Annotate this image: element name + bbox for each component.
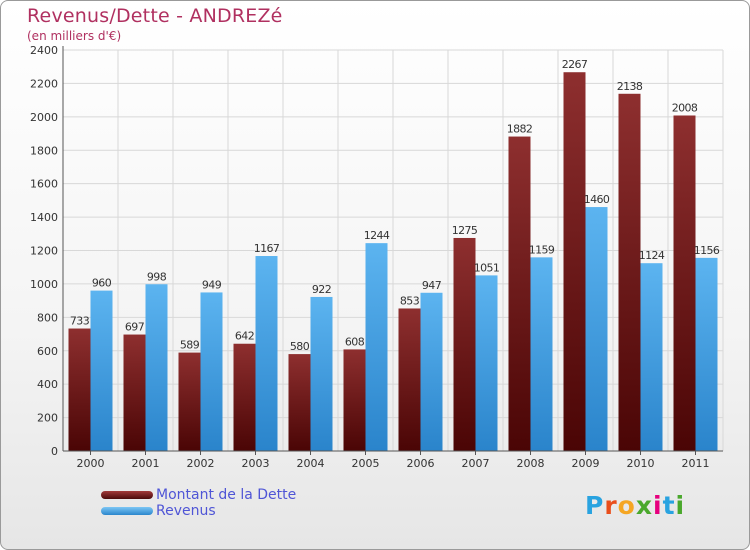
axes: 0 200 400 600 800 1000 1200 1400 1600 1800 2000 220… bbox=[30, 44, 723, 470]
x-tick-label-2006: 2006 bbox=[407, 457, 435, 470]
revenue-bar-label-2008: 1159 bbox=[529, 243, 555, 256]
legend-item-debt: Montant de la Dette bbox=[101, 487, 296, 503]
legend-label-debt: Montant de la Dette bbox=[156, 487, 297, 503]
revenue-bar-2000 bbox=[90, 290, 113, 451]
revenue-bar-label-2003: 1167 bbox=[254, 242, 280, 255]
x-tick-label-2005: 2005 bbox=[352, 457, 380, 470]
y-tick-label: 2400 bbox=[30, 44, 58, 57]
debt-bar-2001 bbox=[123, 334, 146, 451]
revenue-bar-2010 bbox=[640, 263, 663, 451]
revenue-bar-2011 bbox=[695, 257, 718, 451]
debt-bar-label-2004: 580 bbox=[290, 340, 310, 353]
debt-bar-2004 bbox=[288, 354, 311, 451]
debt-bar-label-2006: 853 bbox=[400, 294, 420, 307]
x-tick-label-2000: 2000 bbox=[77, 457, 105, 470]
y-tick-label: 800 bbox=[37, 311, 58, 324]
revenue-bar-label-2001: 998 bbox=[147, 270, 167, 283]
revenue-bar-2009 bbox=[585, 207, 608, 451]
y-tick-label: 2200 bbox=[30, 77, 58, 90]
chart-subtitle: (en milliers d'€) bbox=[27, 29, 122, 43]
debt-bar-2002 bbox=[178, 352, 201, 451]
revenue-bar-2007 bbox=[475, 275, 498, 451]
logo-letter: t bbox=[662, 491, 676, 520]
debt-bar-2009 bbox=[563, 72, 586, 452]
bars bbox=[68, 72, 718, 452]
debt-swatch bbox=[101, 491, 153, 499]
debt-bar-2005 bbox=[343, 349, 366, 451]
y-tick-label: 400 bbox=[37, 378, 58, 391]
debt-bar-label-2005: 608 bbox=[345, 335, 365, 348]
y-tick-label: 1400 bbox=[30, 211, 58, 224]
proxiti-logo: Proxiti bbox=[585, 491, 685, 520]
chart-title: Revenus/Dette - ANDREZé bbox=[27, 5, 283, 27]
debt-bar-2006 bbox=[398, 308, 421, 451]
logo-letter: P bbox=[585, 491, 605, 520]
debt-bar-label-2011: 2008 bbox=[672, 101, 698, 114]
revenue-bar-2004 bbox=[310, 296, 333, 451]
y-tick-label: 1200 bbox=[30, 245, 58, 258]
debt-bar-label-2010: 2138 bbox=[617, 80, 643, 93]
x-tick-label-2007: 2007 bbox=[462, 457, 490, 470]
x-tick-label-2001: 2001 bbox=[132, 457, 160, 470]
revenue-bar-2008 bbox=[530, 257, 553, 451]
revenue-bar-2006 bbox=[420, 292, 443, 451]
y-tick-label: 2000 bbox=[30, 111, 58, 124]
debt-bar-label-2007: 1275 bbox=[452, 224, 478, 237]
data-labels: 733 960 697 998 589 949 642 1167 580 922 608 1244 85… bbox=[70, 58, 721, 353]
y-tick-label: 200 bbox=[37, 412, 58, 425]
debt-bar-2003 bbox=[233, 343, 256, 451]
revenue-bar-label-2010: 1124 bbox=[639, 249, 665, 262]
revenue-bar-label-2002: 949 bbox=[202, 278, 222, 291]
revenue-bar-2002 bbox=[200, 292, 223, 451]
debt-bar-2007 bbox=[453, 237, 476, 451]
revenue-bar-2003 bbox=[255, 256, 278, 451]
legend-label-revenue: Revenus bbox=[156, 503, 216, 519]
revenue-bar-2001 bbox=[145, 284, 168, 451]
debt-bar-2008 bbox=[508, 136, 531, 451]
logo-letter: o bbox=[617, 491, 636, 520]
revenue-bar-label-2009: 1460 bbox=[584, 193, 610, 206]
debt-bar-label-2009: 2267 bbox=[562, 58, 588, 71]
x-tick-label-2008: 2008 bbox=[517, 457, 545, 470]
debt-bar-label-2002: 589 bbox=[180, 339, 200, 352]
revenue-bar-2005 bbox=[365, 243, 388, 451]
debt-bar-label-2003: 642 bbox=[235, 330, 254, 343]
revenue-bar-label-2005: 1244 bbox=[364, 229, 390, 242]
y-tick-label: 1600 bbox=[30, 178, 58, 191]
x-tick-label-2003: 2003 bbox=[242, 457, 270, 470]
revenue-bar-label-2000: 960 bbox=[92, 277, 112, 290]
logo-letter: r bbox=[604, 491, 618, 520]
x-tick-label-2004: 2004 bbox=[297, 457, 325, 470]
revenue-bar-label-2011: 1156 bbox=[694, 244, 720, 257]
revenue-bar-label-2004: 922 bbox=[312, 283, 331, 296]
debt-bar-2000 bbox=[68, 328, 91, 451]
debt-bar-label-2008: 1882 bbox=[507, 123, 533, 136]
logo-letter: i bbox=[675, 491, 686, 520]
revenue-bar-label-2007: 1051 bbox=[474, 261, 500, 274]
logo-letter: i bbox=[653, 491, 663, 520]
debt-bar-label-2000: 733 bbox=[70, 315, 90, 328]
x-tick-label-2010: 2010 bbox=[627, 457, 655, 470]
x-tick-label-2011: 2011 bbox=[682, 457, 710, 470]
x-tick-label-2009: 2009 bbox=[572, 457, 600, 470]
logo-letter: x bbox=[635, 491, 653, 520]
debt-bar-2011 bbox=[673, 115, 696, 451]
revenue-swatch bbox=[101, 507, 153, 515]
y-tick-label: 1800 bbox=[30, 144, 58, 157]
debt-bar-label-2001: 697 bbox=[125, 321, 145, 334]
legend-item-revenue: Revenus bbox=[101, 503, 216, 519]
x-tick-label-2002: 2002 bbox=[187, 457, 215, 470]
y-tick-label: 0 bbox=[51, 445, 58, 458]
y-tick-label: 1000 bbox=[30, 278, 58, 291]
revenue-bar-label-2006: 947 bbox=[422, 279, 442, 292]
y-tick-label: 600 bbox=[37, 345, 58, 358]
grid-lines bbox=[62, 49, 724, 452]
debt-bar-2010 bbox=[618, 93, 641, 452]
